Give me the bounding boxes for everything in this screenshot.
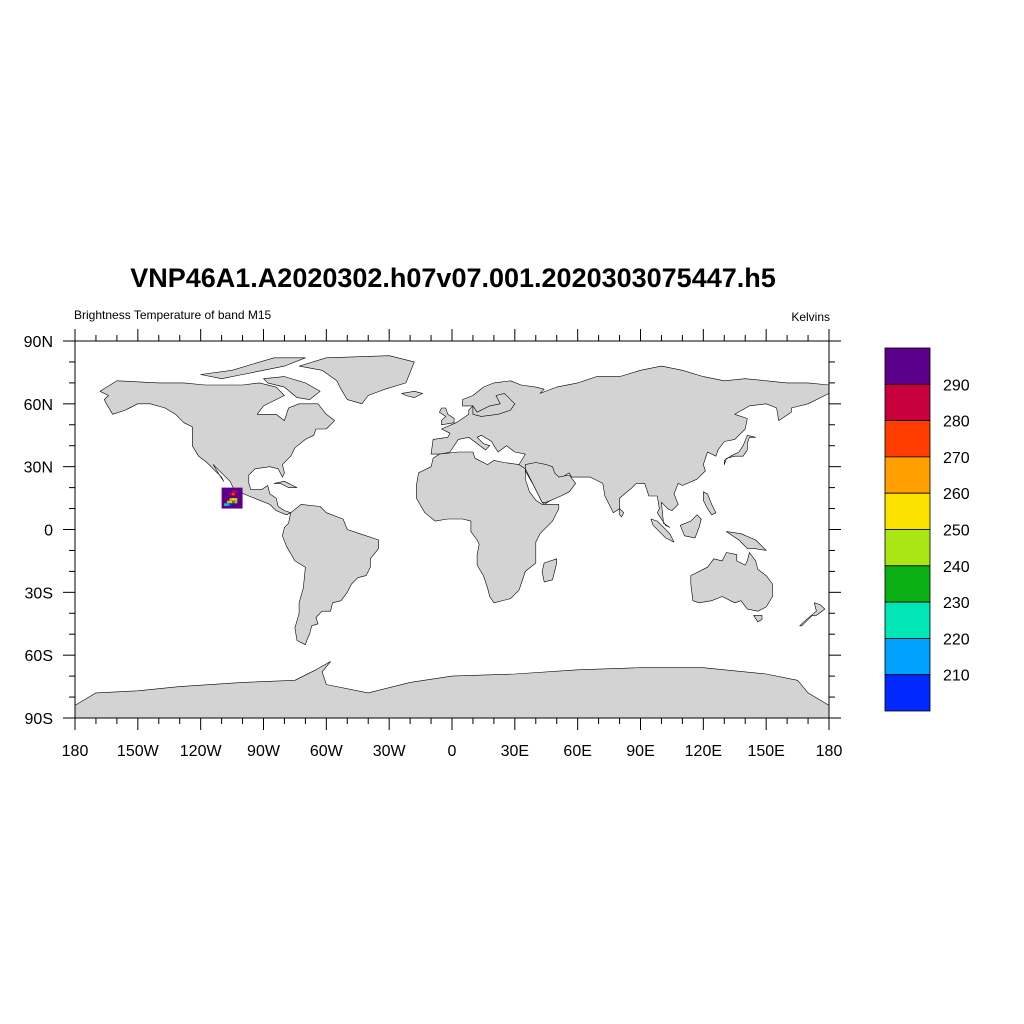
landmasses	[74, 355, 830, 719]
axis-ticks	[63, 329, 841, 730]
left-subtitle: Brightness Temperature of band M15	[74, 308, 272, 322]
land-africa	[416, 451, 560, 604]
x-tick-label: 90E	[626, 743, 654, 760]
y-tick-label: 30S	[25, 585, 53, 602]
x-tick-label: 30E	[501, 743, 529, 760]
land-uk	[439, 407, 455, 426]
x-tick-label: 0	[448, 743, 457, 760]
colorbar-label: 290	[943, 377, 970, 394]
tile-cell	[226, 500, 230, 504]
x-tick-label: 30W	[373, 743, 407, 760]
y-tick-label: 60N	[24, 397, 53, 414]
colorbar-swatch	[884, 420, 931, 458]
land-arabia	[525, 462, 576, 503]
colorbar-swatch	[884, 638, 931, 676]
land-south-america	[282, 504, 379, 645]
colorbar-swatch	[884, 565, 931, 603]
tile-cell	[232, 490, 235, 493]
y-tick-label: 90N	[24, 334, 53, 351]
y-tick-label: 90S	[25, 711, 53, 728]
land-cuba	[273, 481, 298, 488]
colorbar-swatch	[884, 383, 931, 421]
land-baffin-island	[263, 376, 321, 400]
tile-cell	[229, 492, 233, 496]
latitude-tick-labels: 90N 60N 30N 0 30S 60S 90S	[24, 334, 53, 728]
tile-cell	[229, 500, 233, 504]
x-tick-label: 60W	[310, 743, 344, 760]
land-australia	[690, 552, 773, 612]
colorbar-label: 250	[943, 523, 970, 540]
tile-cell	[232, 500, 235, 504]
land-tasmania	[753, 615, 763, 622]
brightness-temperature-tile	[221, 487, 243, 509]
y-tick-label: 30N	[24, 460, 53, 477]
x-tick-label: 150E	[747, 743, 784, 760]
x-tick-label: 120E	[685, 743, 722, 760]
colorbar-swatch	[884, 347, 931, 385]
colorbar-swatch	[884, 601, 931, 639]
map-plot-area: 180 150W 120W 90W 60W 30W 0 30E 60E 90E 120E 150E 18…	[24, 329, 843, 760]
colorbar-swatch	[884, 674, 931, 712]
land-new-guinea	[726, 531, 767, 551]
tile-cell	[232, 498, 235, 501]
land-sri-lanka	[619, 508, 624, 518]
x-tick-label: 180	[816, 743, 843, 760]
x-tick-label: 150W	[117, 743, 160, 760]
tile-cell	[234, 500, 238, 504]
land-greenland	[298, 355, 415, 405]
x-tick-label: 60E	[563, 743, 591, 760]
colorbar-label: 270	[943, 450, 970, 467]
colorbar-label: 280	[943, 414, 970, 431]
units-label: Kelvins	[791, 310, 830, 324]
land-madagascar	[541, 558, 557, 583]
colorbar-swatch	[884, 529, 931, 567]
tile-cell	[234, 490, 238, 493]
tile-cell	[226, 503, 230, 506]
land-arctic-islands	[200, 357, 306, 379]
land-north-america	[99, 380, 335, 516]
land-new-zealand	[799, 602, 826, 627]
colorbar-label: 210	[943, 668, 970, 685]
land-borneo	[680, 514, 702, 539]
tile-cell	[234, 498, 238, 501]
x-tick-label: 90W	[247, 743, 281, 760]
colorbar-label: 260	[943, 486, 970, 503]
x-tick-label: 120W	[180, 743, 223, 760]
colorbar-swatch	[884, 492, 931, 530]
colorbar: 290 280 270 260 250 240 230 220 210	[884, 347, 970, 712]
y-tick-label: 60S	[25, 648, 53, 665]
map-title: VNP46A1.A2020302.h07v07.001.202030307544…	[130, 263, 776, 293]
tile-cell	[232, 492, 235, 496]
land-sumatra	[650, 518, 675, 543]
tile-cell	[224, 503, 227, 506]
colorbar-label: 230	[943, 595, 970, 612]
land-scandinavia-link	[472, 393, 516, 417]
land-philippines	[703, 491, 717, 516]
longitude-tick-labels: 180 150W 120W 90W 60W 30W 0 30E 60E 90E 120E 150E 18…	[62, 743, 843, 760]
y-tick-label: 0	[44, 523, 53, 540]
colorbar-label: 240	[943, 559, 970, 576]
tile-cell	[229, 498, 233, 501]
land-iceland	[401, 391, 423, 398]
colorbar-label: 220	[943, 631, 970, 648]
land-japan	[724, 435, 756, 465]
land-antarctica	[74, 661, 830, 719]
tile-cell	[229, 503, 233, 506]
x-tick-label: 180	[62, 743, 89, 760]
colorbar-swatch	[884, 456, 931, 494]
